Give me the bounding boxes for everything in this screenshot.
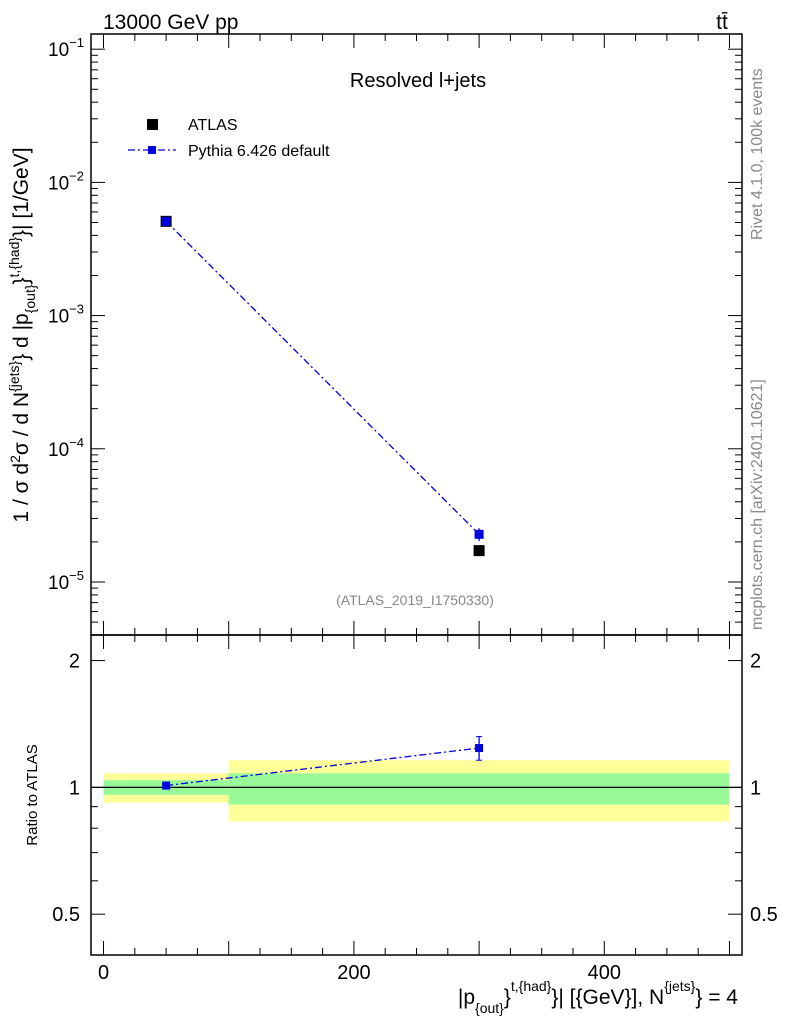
main-y-tick-label: 10−5 — [48, 568, 84, 594]
process-label: tt̄ — [716, 11, 728, 34]
main-panel-title: Resolved l+jets — [350, 70, 486, 92]
legend-atlas-label: ATLAS — [188, 117, 238, 134]
ratio-y-tick-label-right: 2 — [750, 651, 761, 673]
ratio-y-tick-label: 1 — [69, 777, 80, 799]
x-tick-label: 200 — [337, 962, 370, 984]
ratio-y-tick-label: 0.5 — [52, 904, 80, 926]
atlas-point — [473, 545, 485, 557]
ratio-mc-point — [475, 744, 484, 753]
x-tick-label: 400 — [588, 962, 621, 984]
legend-atlas-marker — [147, 119, 158, 130]
ratio-panel-frame — [90, 634, 743, 956]
ratio-y-tick-label-right: 1 — [750, 777, 761, 799]
legend: ATLAS Pythia 6.426 default — [128, 117, 330, 160]
mc-point — [474, 529, 484, 539]
main-y-tick-label: 10−3 — [48, 302, 84, 328]
ratio-green-band — [228, 773, 730, 805]
analysis-watermark: (ATLAS_2019_I1750330) — [336, 592, 494, 608]
ratio-panel: 0.5 0.51 12 20 200 400 Ratio to ATLAS |p{out}… — [24, 634, 778, 1016]
ratio-y-tick-label: 2 — [69, 651, 80, 673]
main-y-tick-label: 10−2 — [48, 168, 84, 194]
source-label: mcplots.cern.ch [arXiv:2401.10621] — [749, 379, 766, 630]
main-y-tick-label: 10−1 — [48, 35, 84, 61]
mc-point — [161, 216, 171, 226]
energy-label: 13000 GeV pp — [103, 11, 238, 34]
mc-curve — [165, 220, 480, 535]
ratio-y-tick-label-right: 0.5 — [750, 904, 778, 926]
ratio-y-axis-label: Ratio to ATLAS — [24, 744, 41, 845]
main-panel: 10−1 10−2 10−3 10−4 10−5 Resolved l+jets (AT… — [6, 33, 743, 636]
svg-text:1 / σ d2σ / d N{jets}} d |p{ou: 1 / σ d2σ / d N{jets}} d |p{out}}t,{had}… — [6, 147, 38, 522]
main-y-axis-label: 1 / σ d2σ / d N{jets}} d |p{out}}t,{had}… — [6, 147, 38, 522]
x-tick-label: 0 — [98, 962, 109, 984]
main-y-tick-label: 10−4 — [48, 435, 84, 461]
rivet-version-label: Rivet 4.1.0, 100k events — [749, 68, 766, 240]
ratio-mc-point — [162, 781, 171, 790]
legend-mc-marker — [148, 146, 156, 154]
legend-mc-label: Pythia 6.426 default — [188, 143, 330, 160]
